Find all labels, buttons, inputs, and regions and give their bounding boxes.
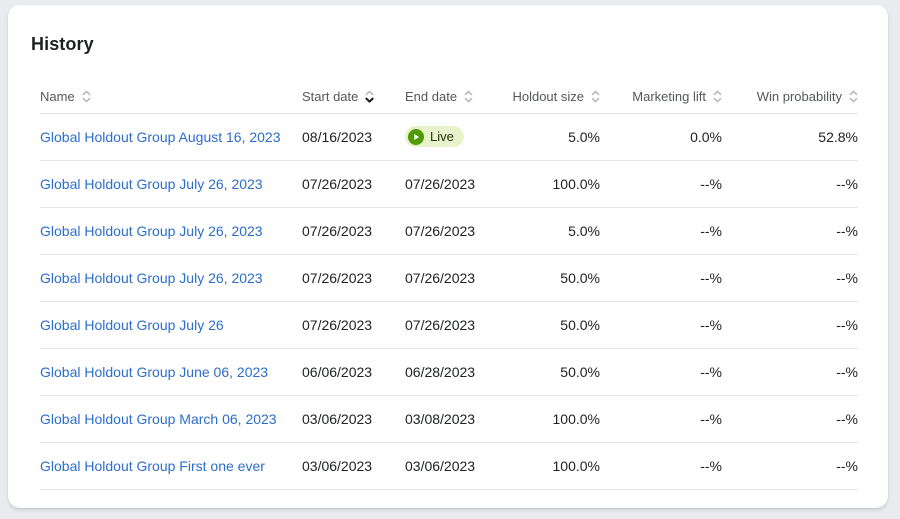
column-header-name-label: Name — [40, 88, 75, 104]
end-date-cell: 07/26/2023 — [405, 176, 505, 192]
table-row[interactable]: Global Holdout Group June 06, 2023 06/06… — [40, 349, 858, 396]
end-date-value: 07/26/2023 — [405, 223, 476, 239]
end-date-cell: Live — [405, 126, 505, 148]
holdout-size-cell: 100.0% — [552, 411, 600, 427]
play-icon — [408, 128, 424, 145]
marketing-lift-cell: --% — [700, 317, 722, 333]
name-cell: Global Holdout Group March 06, 2023 — [40, 411, 302, 427]
start-date-cell: 06/06/2023 — [302, 364, 373, 380]
holdout-group-link[interactable]: Global Holdout Group July 26, 2023 — [40, 176, 263, 192]
holdout-group-link[interactable]: Global Holdout Group First one ever — [40, 458, 265, 474]
column-header-holdout-size-label: Holdout size — [512, 88, 584, 104]
table-row[interactable]: Global Holdout Group July 26, 2023 07/26… — [40, 255, 858, 302]
live-badge: Live — [405, 126, 464, 148]
end-date-cell: 07/26/2023 — [405, 317, 505, 333]
holdout-size-cell: 50.0% — [560, 364, 600, 380]
holdout-group-link[interactable]: Global Holdout Group July 26, 2023 — [40, 223, 263, 239]
column-header-start-date[interactable]: Start date — [302, 89, 405, 104]
name-cell: Global Holdout Group July 26, 2023 — [40, 223, 302, 239]
live-badge-label: Live — [430, 129, 454, 145]
marketing-lift-cell: --% — [700, 411, 722, 427]
start-date-cell: 03/06/2023 — [302, 411, 373, 427]
end-date-cell: 06/28/2023 — [405, 364, 505, 380]
end-date-value: 06/28/2023 — [405, 364, 476, 380]
start-date-cell: 08/16/2023 — [302, 129, 373, 145]
table-row[interactable]: Global Holdout Group March 06, 2023 03/0… — [40, 396, 858, 443]
sort-desc-active-icon — [365, 90, 374, 103]
marketing-lift-cell: 0.0% — [690, 129, 722, 145]
table-row[interactable]: Global Holdout Group July 26, 2023 07/26… — [40, 161, 858, 208]
end-date-cell: 07/26/2023 — [405, 223, 505, 239]
end-date-cell: 07/26/2023 — [405, 270, 505, 286]
name-cell: Global Holdout Group First one ever — [40, 458, 302, 474]
holdout-size-cell: 50.0% — [560, 270, 600, 286]
page-title: History — [31, 34, 94, 54]
table-row[interactable]: Global Holdout Group July 26 07/26/2023 … — [40, 302, 858, 349]
column-header-win-probability[interactable]: Win probability — [722, 89, 858, 104]
win-probability-cell: --% — [836, 411, 858, 427]
start-date-cell: 07/26/2023 — [302, 223, 373, 239]
win-probability-cell: --% — [836, 223, 858, 239]
column-header-holdout-size[interactable]: Holdout size — [505, 89, 600, 104]
start-date-cell: 07/26/2023 — [302, 176, 373, 192]
end-date-value: 03/08/2023 — [405, 411, 476, 427]
marketing-lift-cell: --% — [700, 223, 722, 239]
name-cell: Global Holdout Group July 26 — [40, 317, 302, 333]
start-date-cell: 07/26/2023 — [302, 270, 373, 286]
win-probability-cell: --% — [836, 270, 858, 286]
sort-icon — [82, 90, 91, 102]
win-probability-cell: 52.8% — [818, 129, 858, 145]
sort-icon — [849, 90, 858, 102]
marketing-lift-cell: --% — [700, 176, 722, 192]
table-row[interactable]: Global Holdout Group July 26, 2023 07/26… — [40, 208, 858, 255]
end-date-cell: 03/08/2023 — [405, 411, 505, 427]
name-cell: Global Holdout Group June 06, 2023 — [40, 364, 302, 380]
marketing-lift-cell: --% — [700, 364, 722, 380]
column-header-name[interactable]: Name — [40, 89, 302, 104]
win-probability-cell: --% — [836, 364, 858, 380]
start-date-cell: 03/06/2023 — [302, 458, 373, 474]
name-cell: Global Holdout Group July 26, 2023 — [40, 176, 302, 192]
column-header-end-date-label: End date — [405, 88, 458, 104]
sort-icon — [591, 90, 600, 102]
table-header-row: Name Start date End date — [40, 79, 858, 114]
end-date-value: 07/26/2023 — [405, 270, 476, 286]
start-date-cell: 07/26/2023 — [302, 317, 373, 333]
holdout-size-cell: 50.0% — [560, 317, 600, 333]
column-header-end-date[interactable]: End date — [405, 89, 505, 104]
win-probability-cell: --% — [836, 317, 858, 333]
holdout-size-cell: 5.0% — [568, 223, 600, 239]
column-header-marketing-lift[interactable]: Marketing lift — [600, 89, 722, 104]
holdout-group-link[interactable]: Global Holdout Group August 16, 2023 — [40, 129, 281, 145]
holdout-group-link[interactable]: Global Holdout Group July 26, 2023 — [40, 270, 263, 286]
holdout-group-link[interactable]: Global Holdout Group July 26 — [40, 317, 224, 333]
end-date-value: 07/26/2023 — [405, 176, 476, 192]
marketing-lift-cell: --% — [700, 458, 722, 474]
win-probability-cell: --% — [836, 176, 858, 192]
table-body: Global Holdout Group August 16, 2023 08/… — [40, 114, 858, 490]
holdout-group-link[interactable]: Global Holdout Group March 06, 2023 — [40, 411, 277, 427]
holdout-size-cell: 100.0% — [552, 458, 600, 474]
holdout-size-cell: 5.0% — [568, 129, 600, 145]
holdout-size-cell: 100.0% — [552, 176, 600, 192]
end-date-value: 03/06/2023 — [405, 458, 476, 474]
column-header-win-probability-label: Win probability — [756, 88, 842, 104]
sort-icon — [464, 90, 473, 102]
column-header-marketing-lift-label: Marketing lift — [632, 88, 706, 104]
table-row[interactable]: Global Holdout Group First one ever 03/0… — [40, 443, 858, 490]
history-card: History Name Start date End date — [8, 5, 888, 508]
marketing-lift-cell: --% — [700, 270, 722, 286]
sort-icon — [713, 90, 722, 102]
win-probability-cell: --% — [836, 458, 858, 474]
history-table: Name Start date End date — [8, 79, 888, 490]
column-header-start-date-label: Start date — [302, 88, 359, 104]
end-date-cell: 03/06/2023 — [405, 458, 505, 474]
name-cell: Global Holdout Group July 26, 2023 — [40, 270, 302, 286]
end-date-value: 07/26/2023 — [405, 317, 476, 333]
holdout-group-link[interactable]: Global Holdout Group June 06, 2023 — [40, 364, 269, 380]
name-cell: Global Holdout Group August 16, 2023 — [40, 129, 302, 145]
table-row[interactable]: Global Holdout Group August 16, 2023 08/… — [40, 114, 858, 161]
